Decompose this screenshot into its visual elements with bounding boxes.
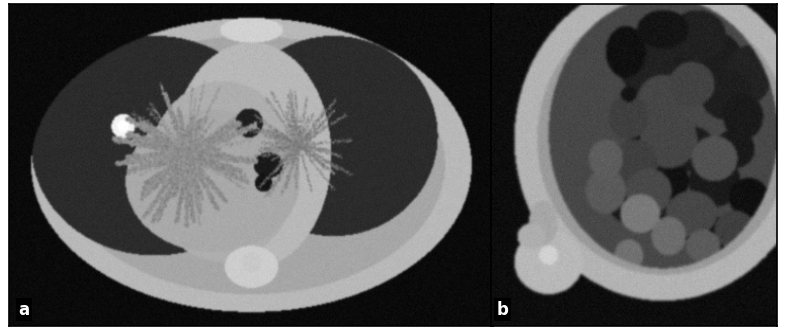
Text: a: a [18, 301, 29, 319]
Text: b: b [497, 301, 509, 319]
